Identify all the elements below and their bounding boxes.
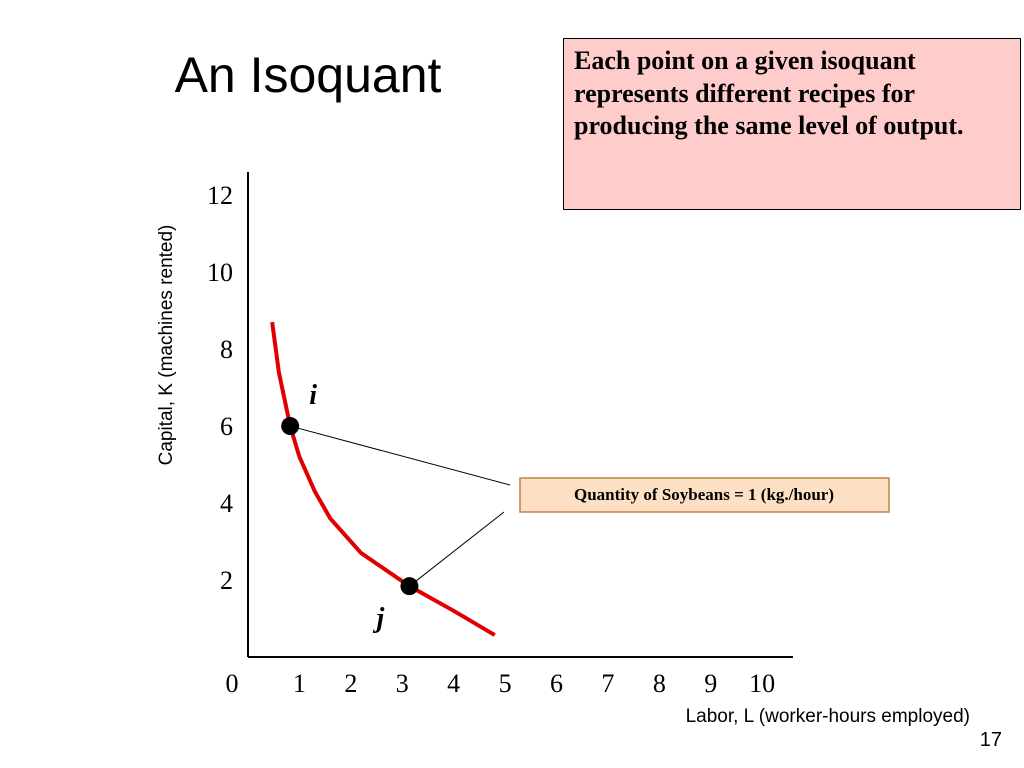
x-tick-label: 5 (499, 669, 512, 698)
x-tick-label: 4 (447, 669, 460, 698)
y-tick-label: 6 (220, 412, 233, 441)
x-tick-label: 6 (550, 669, 563, 698)
x-tick-label: 10 (749, 669, 775, 698)
x-tick-label: 2 (344, 669, 357, 698)
point (281, 417, 300, 436)
y-tick-label: 10 (207, 258, 233, 287)
x-tick-label: 1 (293, 669, 306, 698)
y-tick-label: 12 (207, 181, 233, 210)
point-label: i (309, 380, 317, 411)
point-label: j (373, 603, 385, 634)
curve-label: Quantity of Soybeans = 1 (kg./hour) (574, 485, 834, 504)
page-number: 17 (980, 729, 1002, 751)
curve-label-box (519, 477, 890, 513)
connector-line (409, 511, 505, 587)
x-tick-label: 3 (396, 669, 409, 698)
point (400, 577, 419, 596)
isoquant-curve (270, 321, 496, 637)
y-tick-label: 2 (220, 566, 233, 595)
x-axis-label: Labor, L (worker-hours employed) (686, 706, 970, 727)
chart-title: An Isoquant (175, 47, 442, 103)
y-tick-label: 8 (220, 335, 233, 364)
connector-line (290, 425, 511, 486)
x-tick-label: 7 (601, 669, 614, 698)
x-tick-label: 9 (704, 669, 717, 698)
x-tick-label: 8 (653, 669, 666, 698)
y-axis-label: Capital, K (machines rented) (156, 225, 177, 466)
note-box: Each point on a given isoquant represent… (563, 38, 1021, 210)
x-tick-label: 0 (226, 669, 239, 698)
y-tick-label: 4 (220, 489, 233, 518)
